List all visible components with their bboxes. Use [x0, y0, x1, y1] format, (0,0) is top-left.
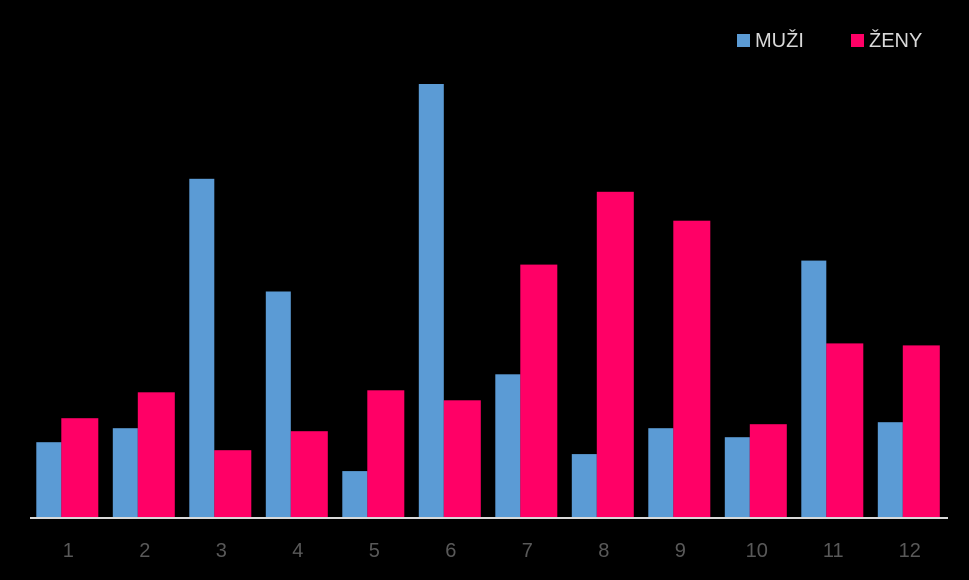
bar-zeny-7	[520, 264, 558, 518]
bar-zeny-9	[673, 220, 711, 518]
bar-muzi-12	[877, 422, 903, 518]
bar-muzi-3	[189, 178, 215, 519]
legend-swatch	[851, 34, 864, 47]
bars-layer	[36, 84, 940, 519]
bar-muzi-1	[36, 442, 62, 518]
bar-zeny-5	[367, 390, 405, 518]
legend-item-zeny: ŽENY	[851, 29, 922, 52]
bar-zeny-4	[290, 431, 328, 518]
bar-muzi-5	[342, 471, 368, 518]
bar-zeny-8	[596, 191, 634, 519]
bar-muzi-7	[495, 374, 521, 518]
x-tick-label: 9	[675, 540, 686, 562]
legend-swatch	[737, 34, 750, 47]
bar-muzi-8	[571, 454, 597, 518]
bar-muzi-2	[112, 428, 138, 518]
bar-zeny-6	[443, 400, 481, 518]
bar-zeny-12	[902, 345, 940, 518]
bar-muzi-4	[265, 291, 291, 518]
bar-muzi-10	[724, 437, 750, 518]
x-tick-label: 8	[598, 540, 609, 562]
x-tick-label: 11	[823, 540, 844, 562]
legend-item-muzi: MUŽI	[737, 29, 804, 52]
x-tick-labels: 1 2 3 4 5 6 7 8 9 10 11 12	[63, 540, 921, 562]
bar-zeny-3	[214, 450, 252, 518]
x-tick-label: 4	[292, 540, 303, 562]
x-tick-label: 7	[522, 540, 533, 562]
bar-zeny-10	[749, 424, 787, 518]
x-tick-label: 10	[746, 540, 768, 562]
x-tick-label: 3	[216, 540, 227, 562]
x-tick-label: 12	[899, 540, 921, 562]
bar-zeny-11	[826, 343, 864, 518]
bar-muzi-6	[418, 84, 444, 518]
legend-label: ŽENY	[869, 29, 922, 52]
bar-muzi-11	[801, 260, 827, 518]
legend: MUŽI ŽENY	[737, 29, 922, 52]
x-tick-label: 2	[139, 540, 150, 562]
x-tick-label: 1	[63, 540, 74, 562]
bar-zeny-2	[137, 392, 175, 518]
x-tick-label: 6	[445, 540, 456, 562]
bar-zeny-1	[61, 418, 99, 518]
legend-label: MUŽI	[755, 29, 804, 52]
x-tick-label: 5	[369, 540, 380, 562]
bar-muzi-9	[648, 428, 674, 518]
